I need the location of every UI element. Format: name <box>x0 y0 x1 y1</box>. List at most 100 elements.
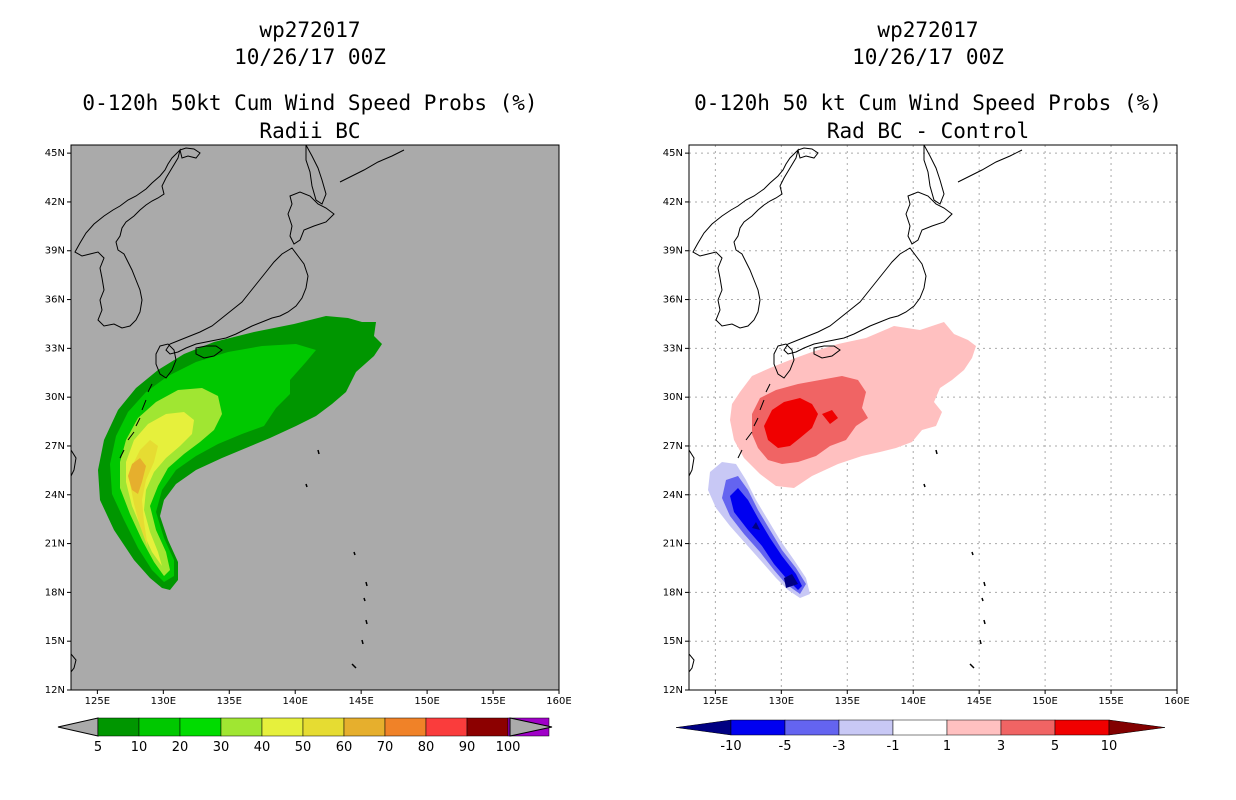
right-lat-label: 42N <box>663 197 683 208</box>
right-title-storm-id: wp272017 <box>877 18 979 42</box>
colorbar-right-label: 1 <box>943 739 951 754</box>
colorbar-left-swatch <box>220 717 263 737</box>
colorbar-left-label: 5 <box>94 740 102 755</box>
diff-contour-minus10 <box>752 522 798 588</box>
right-lon-label: 160E <box>1164 696 1189 707</box>
colorbar-right-label: -1 <box>887 739 900 754</box>
colorbar-right-label: -3 <box>833 739 846 754</box>
colorbar-right-swatch <box>784 719 840 736</box>
colorbar-left-label: 10 <box>131 740 148 755</box>
colorbar-left-label: 60 <box>336 740 353 755</box>
right-map-panel: 125E 130E 135E 140E 145E 150E 155E 160E 12N 15N 18… <box>663 144 1190 707</box>
left-map-panel: 125E 130E 135E 140E 145E 150E 155E 160E 12N 15N 18… <box>45 144 572 707</box>
right-lat-label: 15N <box>663 636 683 647</box>
right-colorbar: -10 -5 -3 -1 1 3 5 10 <box>675 719 1166 754</box>
left-lat-label: 21N <box>45 539 65 550</box>
right-lon-label: 155E <box>1098 696 1123 707</box>
right-lat-label: 24N <box>663 490 683 501</box>
colorbar-left-swatch <box>179 717 222 737</box>
colorbar-left-swatch <box>138 717 181 737</box>
left-lat-label: 42N <box>45 197 65 208</box>
left-lat-label: 15N <box>45 636 65 647</box>
colorbar-left-swatch <box>261 717 304 737</box>
left-lat-label: 27N <box>45 441 65 452</box>
right-lat-label: 21N <box>663 539 683 550</box>
right-lon-label: 150E <box>1032 696 1057 707</box>
left-title-storm-id: wp272017 <box>259 18 361 42</box>
right-title-product: 0-120h 50 kt Cum Wind Speed Probs (%) <box>694 91 1162 115</box>
left-lat-label: 36N <box>45 295 65 306</box>
left-title-datetime: 10/26/17 00Z <box>234 45 386 69</box>
colorbar-left-label: 40 <box>254 740 271 755</box>
colorbar-left-label: 50 <box>295 740 312 755</box>
left-lat-label: 33N <box>45 343 65 354</box>
left-title-subtitle: Radii BC <box>259 119 361 143</box>
right-lat-label: 27N <box>663 441 683 452</box>
left-lat-label: 24N <box>45 490 65 501</box>
right-title-subtitle: Rad BC - Control <box>826 119 1030 143</box>
right-lat-label: 39N <box>663 246 683 257</box>
colorbar-right-low-arrow <box>675 719 732 736</box>
colorbar-left-swatch <box>466 717 509 737</box>
diff-contour-minus5 <box>730 488 802 590</box>
diff-contour-plus5-b <box>822 410 838 424</box>
colorbar-left-label: 20 <box>172 740 189 755</box>
colorbar-right-swatch <box>838 719 894 736</box>
right-lon-label: 140E <box>901 696 926 707</box>
colorbar-left-swatch <box>97 717 140 737</box>
left-colorbar: 5 10 20 30 40 50 60 70 80 90 100 <box>57 717 553 755</box>
colorbar-right-swatch <box>946 719 1002 736</box>
left-lon-label: 150E <box>414 696 439 707</box>
left-lat-label: 18N <box>45 587 65 598</box>
left-probability-field <box>71 145 405 673</box>
right-lon-label: 145E <box>966 696 991 707</box>
left-lon-label: 135E <box>217 696 242 707</box>
right-difference-field <box>689 145 1023 673</box>
right-lat-label: 30N <box>663 392 683 403</box>
diff-contour-plus5 <box>764 398 818 448</box>
colorbar-right-label: -10 <box>720 739 741 754</box>
colorbar-right-label: -5 <box>779 739 792 754</box>
colorbar-left-low-arrow <box>57 717 99 737</box>
left-lat-label: 39N <box>45 246 65 257</box>
colorbar-left-high-arrow <box>509 717 553 737</box>
right-lon-label: 125E <box>703 696 728 707</box>
left-title-product: 0-120h 50kt Cum Wind Speed Probs (%) <box>82 91 538 115</box>
left-lat-label: 12N <box>45 685 65 696</box>
left-lon-label: 145E <box>348 696 373 707</box>
colorbar-right-swatch <box>892 719 948 736</box>
left-lat-label: 45N <box>45 148 65 159</box>
right-title-datetime: 10/26/17 00Z <box>852 45 1004 69</box>
right-lon-label: 130E <box>769 696 794 707</box>
colorbar-left-swatch <box>343 717 386 737</box>
right-lat-label: 45N <box>663 148 683 159</box>
right-lon-label: 135E <box>835 696 860 707</box>
colorbar-right-swatch <box>1000 719 1056 736</box>
colorbar-left-label: 100 <box>496 740 521 755</box>
colorbar-right-label: 3 <box>997 739 1005 754</box>
right-gridlines <box>689 145 1177 690</box>
colorbar-left-swatch <box>425 717 468 737</box>
left-lon-label: 155E <box>480 696 505 707</box>
left-lon-label: 140E <box>283 696 308 707</box>
right-map-frame <box>688 144 1178 691</box>
colorbar-right-label: 10 <box>1101 739 1118 754</box>
colorbar-left-swatch <box>384 717 427 737</box>
colorbar-left-label: 30 <box>213 740 230 755</box>
colorbar-left-label: 90 <box>459 740 476 755</box>
colorbar-right-label: 5 <box>1051 739 1059 754</box>
left-lat-label: 30N <box>45 392 65 403</box>
colorbar-right-swatch <box>730 719 786 736</box>
colorbar-left-label: 70 <box>377 740 394 755</box>
right-lat-label: 36N <box>663 295 683 306</box>
colorbar-left-label: 80 <box>418 740 435 755</box>
left-map-frame <box>70 144 560 691</box>
left-lon-label: 130E <box>151 696 176 707</box>
prob-contour-50 <box>128 458 146 494</box>
right-lat-label: 12N <box>663 685 683 696</box>
colorbar-right-swatch <box>1054 719 1110 736</box>
left-lon-label: 125E <box>85 696 110 707</box>
right-lat-label: 18N <box>663 587 683 598</box>
colorbar-left-swatch <box>302 717 345 737</box>
